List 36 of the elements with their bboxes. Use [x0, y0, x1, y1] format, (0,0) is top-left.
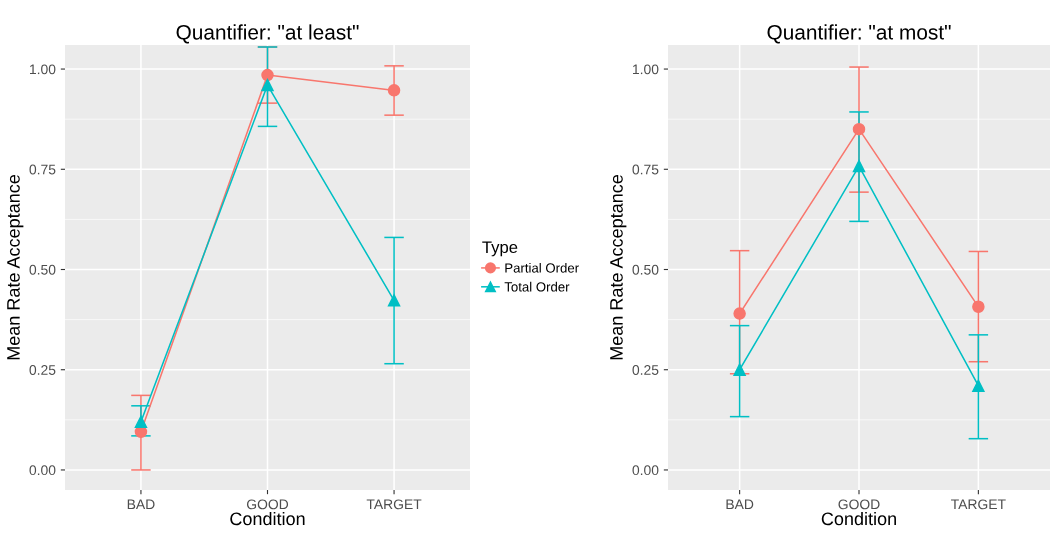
y-axis-title: Mean Rate Acceptance — [610, 174, 627, 360]
point — [387, 294, 401, 307]
y-tick-label: 0.00 — [29, 465, 56, 476]
point — [733, 307, 746, 320]
point — [972, 379, 985, 393]
x-axis-title: Condition — [230, 511, 305, 526]
y-tick-label: 1.00 — [633, 64, 659, 75]
y-tick-label: 0.75 — [632, 164, 659, 175]
point — [972, 300, 985, 314]
y-tick-label: 0.75 — [29, 164, 56, 175]
x-tick-label: TARGET — [951, 499, 1006, 510]
y-tick-label: 0.50 — [29, 264, 56, 275]
y-tick-label: 0.50 — [632, 264, 659, 275]
y-tick-label: 0.25 — [632, 365, 659, 375]
x-tick-label: TARGET — [366, 499, 422, 510]
x-tick-label: BAD — [726, 499, 754, 510]
y-tick-label: 1.00 — [30, 64, 56, 75]
legend-title: Type — [482, 241, 518, 257]
legend-label: Partial Order — [505, 262, 579, 273]
x-tick-label: GOOD — [838, 499, 880, 510]
point — [134, 415, 148, 429]
x-axis-title: Condition — [821, 511, 896, 526]
x-tick-label: BAD — [127, 499, 155, 510]
point — [852, 159, 866, 173]
chart-title: Quantifier: "at most" — [767, 24, 951, 44]
y-axis-title: Mean Rate Acceptance — [7, 174, 24, 360]
point — [387, 84, 401, 97]
y-tick-label: 0.25 — [29, 365, 56, 375]
point — [733, 363, 746, 376]
chart-title: Quantifier: "at least" — [176, 24, 359, 44]
point — [852, 122, 866, 136]
legend-label: Total Order — [504, 281, 570, 292]
point — [261, 68, 274, 82]
x-tick-label: GOOD — [246, 499, 289, 510]
point — [261, 78, 274, 92]
y-tick-label: 0.00 — [632, 465, 659, 476]
